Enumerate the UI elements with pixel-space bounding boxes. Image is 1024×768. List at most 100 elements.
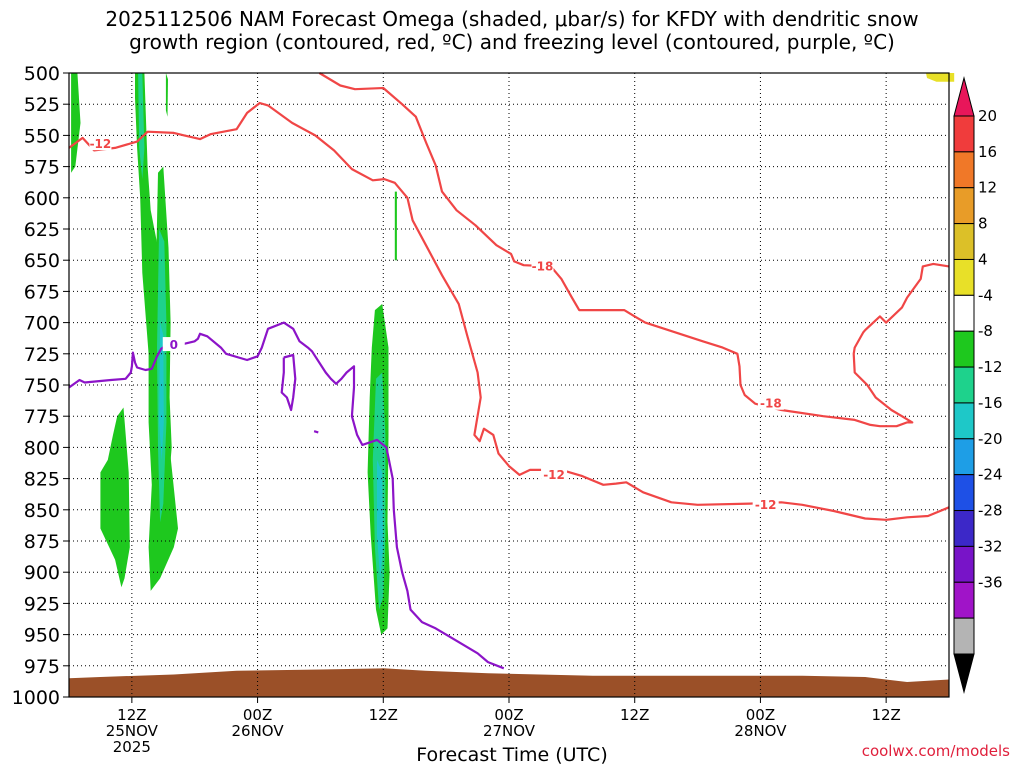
colorbar-label: -24 bbox=[978, 466, 1003, 484]
y-tick-label: 775 bbox=[24, 406, 60, 428]
x-tick-label: 12Z bbox=[369, 706, 398, 724]
y-tick-label: 875 bbox=[24, 531, 60, 553]
contour-label-bg bbox=[89, 136, 112, 151]
y-tick-label: 950 bbox=[24, 625, 60, 647]
colorbar-box bbox=[953, 545, 975, 583]
omega-upper-left bbox=[71, 73, 81, 173]
colorbar-label: -8 bbox=[978, 322, 993, 340]
colorbar-label: 20 bbox=[978, 107, 997, 125]
colorbar-box bbox=[953, 187, 975, 225]
y-tick-label: 900 bbox=[24, 562, 60, 584]
y-tick-label: 550 bbox=[24, 125, 60, 147]
omega-shading-layer bbox=[71, 73, 955, 635]
omega-small-sliver bbox=[165, 73, 168, 117]
colorbar-box bbox=[953, 115, 975, 153]
colorbar-box bbox=[953, 258, 975, 296]
omega-mid-column-inner bbox=[377, 459, 384, 579]
y-tick-label: 850 bbox=[24, 500, 60, 522]
contour-label: -12 bbox=[755, 498, 777, 512]
colorbar-bottom-triangle bbox=[953, 653, 975, 694]
contour-label-bg bbox=[162, 337, 185, 352]
snow-growth-minus12-upper bbox=[68, 101, 950, 521]
contour-label: -18 bbox=[760, 397, 782, 411]
freezing-level-loop bbox=[280, 353, 297, 412]
chart-title-line-2: growth region (contoured, red, ºC) and f… bbox=[129, 30, 895, 54]
colorbar-label: -32 bbox=[978, 537, 1003, 555]
contour-label-bg bbox=[541, 466, 568, 481]
contour-label-bg bbox=[531, 258, 554, 273]
colorbar-box bbox=[953, 438, 975, 476]
grid-layer bbox=[69, 73, 949, 697]
colorbar-label: -20 bbox=[978, 430, 1003, 448]
snow-growth-minus18 bbox=[318, 72, 950, 428]
colorbar-label: 12 bbox=[978, 179, 997, 197]
contour-layer: -12 -18 0 -12 -18 -12 bbox=[68, 72, 950, 670]
contour-label-bg bbox=[752, 496, 779, 511]
freezing-level bbox=[68, 321, 505, 670]
y-tick-label: 825 bbox=[24, 469, 60, 491]
site-credit[interactable]: coolwx.com/models bbox=[861, 742, 1010, 760]
colorbar-top-triangle bbox=[953, 76, 975, 117]
colorbar-box bbox=[953, 581, 975, 619]
y-tick-label: 750 bbox=[24, 375, 60, 397]
colorbar-label: 16 bbox=[978, 143, 997, 161]
y-tick-label: 925 bbox=[24, 593, 60, 615]
x-tick-date: 28NOV bbox=[734, 722, 787, 740]
omega-upper-right bbox=[926, 73, 955, 82]
x-tick-date: 26NOV bbox=[232, 722, 285, 740]
x-tick-label: 00Z bbox=[746, 706, 775, 724]
colorbar-box bbox=[953, 510, 975, 547]
colorbar-label: -28 bbox=[978, 502, 1003, 520]
colorbar: 20 16 12 8 4 -4 -8 -12 -16 -20 -24 -28 -32 -36 bbox=[953, 76, 1003, 694]
y-tick-label: 725 bbox=[24, 344, 60, 366]
colorbar-label: -4 bbox=[978, 286, 993, 304]
x-tick-label: 00Z bbox=[243, 706, 272, 724]
chart-title-line-1: 2025112506 NAM Forecast Omega (shaded, μ… bbox=[105, 7, 919, 31]
x-tick-date: 25NOV bbox=[106, 722, 159, 740]
contour-label-bg bbox=[757, 395, 784, 410]
y-tick-label: 650 bbox=[24, 250, 60, 272]
x-tick-label: 12Z bbox=[117, 706, 146, 724]
colorbar-box bbox=[953, 223, 975, 260]
omega-column-1-core bbox=[138, 73, 145, 180]
colorbar-label: 8 bbox=[978, 215, 988, 233]
colorbar-box bbox=[953, 151, 975, 189]
colorbar-label: -16 bbox=[978, 394, 1003, 412]
y-tick-label: 700 bbox=[24, 313, 60, 335]
ground-layer bbox=[69, 668, 949, 697]
y-tick-label: 525 bbox=[24, 94, 60, 116]
x-axis-label: Forecast Time (UTC) bbox=[416, 744, 608, 766]
x-tick-year: 2025 bbox=[113, 738, 151, 756]
y-tick-label: 625 bbox=[24, 219, 60, 241]
y-tick-label: 975 bbox=[24, 656, 60, 678]
x-tick-label: 00Z bbox=[494, 706, 523, 724]
omega-thin-streak bbox=[394, 191, 397, 261]
snow-growth-minus18-label: -18 bbox=[532, 259, 554, 273]
y-tick-label: 675 bbox=[24, 281, 60, 303]
freezing-level-dot bbox=[313, 430, 319, 434]
omega-left-cell bbox=[100, 407, 130, 588]
axes-layer: 500 525 550 575 600 625 650 675 700 725 750 775 800 8… bbox=[12, 63, 950, 756]
colorbar-label: -12 bbox=[978, 358, 1003, 376]
colorbar-box bbox=[953, 294, 975, 332]
omega-column-2-inner bbox=[159, 322, 164, 460]
colorbar-box bbox=[953, 474, 975, 512]
y-tick-label: 800 bbox=[24, 437, 60, 459]
y-tick-label: 500 bbox=[24, 63, 60, 85]
colorbar-box bbox=[953, 366, 975, 404]
chart-title: 2025112506 NAM Forecast Omega (shaded, μ… bbox=[0, 8, 1024, 54]
x-tick-date: 27NOV bbox=[483, 722, 536, 740]
colorbar-box bbox=[953, 402, 975, 440]
colorbar-box bbox=[953, 330, 975, 368]
x-tick-label: 12Z bbox=[871, 706, 900, 724]
colorbar-label: -36 bbox=[978, 573, 1003, 591]
y-tick-label: 1000 bbox=[12, 687, 60, 709]
colorbar-box bbox=[953, 617, 975, 655]
x-tick-label: 12Z bbox=[620, 706, 649, 724]
ground-terrain bbox=[69, 668, 949, 697]
colorbar-label: 4 bbox=[978, 250, 988, 268]
freezing-level-label: 0 bbox=[170, 338, 178, 352]
y-tick-label: 600 bbox=[24, 188, 60, 210]
snow-growth-minus12-upper-label: -12 bbox=[90, 137, 112, 151]
